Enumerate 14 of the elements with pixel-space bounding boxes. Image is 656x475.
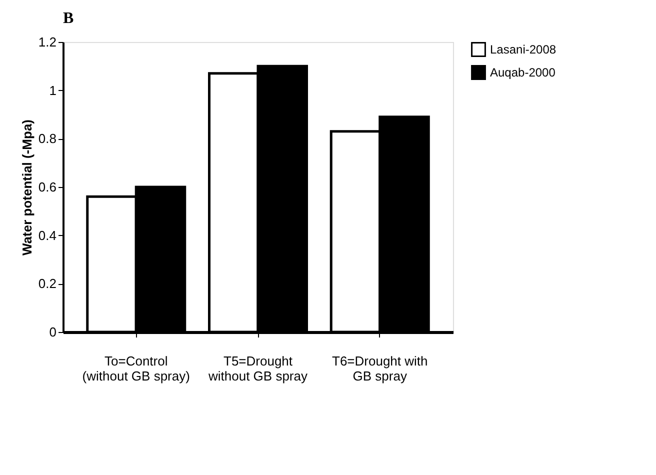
y-tick-label: 0.2 bbox=[38, 276, 56, 292]
y-tick-label: 0.6 bbox=[38, 180, 56, 194]
text: B bbox=[63, 10, 74, 27]
y-tick-label: 0 bbox=[49, 324, 56, 340]
y-axis-title: Water potential (-Mpa) bbox=[19, 119, 34, 256]
legend-label: Lasani-2008 bbox=[490, 42, 556, 56]
legend-label: Auqab-2000 bbox=[490, 66, 556, 80]
x-tick-label: T6=Drought with GB spray bbox=[332, 354, 428, 384]
y-tick-label: 0.4 bbox=[38, 228, 56, 243]
y-tick-label: 0.8 bbox=[38, 131, 56, 146]
x-tick-label: T5=Drought without GB spray bbox=[208, 354, 308, 384]
y-tick-label: 1 bbox=[49, 82, 56, 98]
x-tick-label: To=Control (without GB spray) bbox=[82, 354, 190, 384]
y-tick-label: 1.2 bbox=[38, 34, 56, 50]
